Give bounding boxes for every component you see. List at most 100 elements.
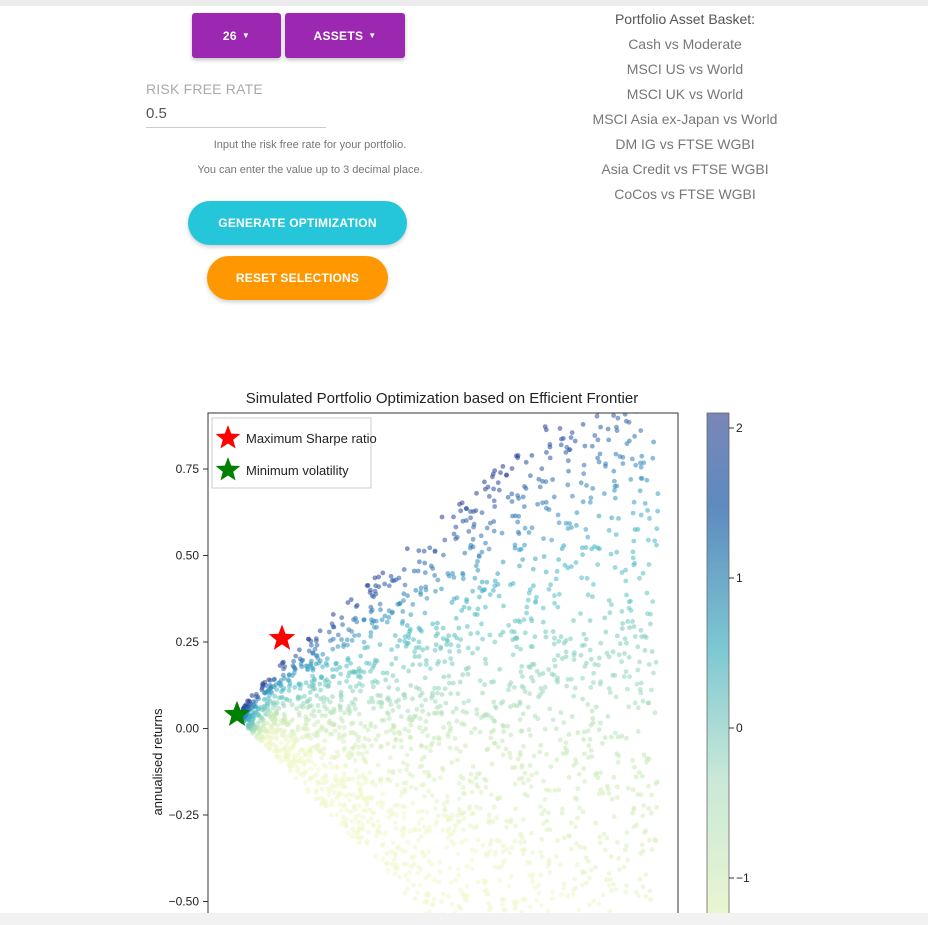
scatter-point (623, 567, 628, 573)
scatter-point (330, 646, 336, 652)
scatter-point (432, 647, 438, 653)
scatter-point (361, 808, 367, 813)
scatter-point (384, 710, 390, 716)
scatter-point (355, 781, 361, 786)
scatter-point (373, 724, 378, 730)
scatter-point (324, 779, 330, 784)
scatter-point (616, 855, 621, 861)
scatter-point (649, 792, 654, 798)
scatter-point (630, 549, 636, 555)
scatter-point (495, 480, 501, 486)
asset-basket-item: Asia Credit vs FTSE WGBI (601, 161, 769, 177)
scatter-point (540, 689, 546, 694)
scatter-point (529, 525, 535, 531)
scatter-point (278, 682, 284, 688)
scatter-point (353, 731, 359, 737)
scatter-point (654, 526, 660, 532)
scatter-point (274, 700, 280, 706)
scatter-point (449, 600, 455, 605)
scatter-point (400, 609, 406, 614)
scatter-point (353, 814, 359, 820)
scatter-point (384, 851, 390, 857)
scatter-point (281, 676, 287, 681)
scatter-point (417, 827, 422, 833)
scatter-point (585, 702, 591, 707)
scatter-point (536, 890, 542, 896)
scatter-point (364, 660, 369, 666)
scatter-point (404, 546, 410, 552)
scatter-point (349, 638, 355, 643)
scatter-point (399, 744, 404, 750)
scatter-point (573, 560, 579, 565)
scatter-point (361, 755, 367, 761)
scatter-point (500, 699, 506, 705)
scatter-point (317, 681, 323, 687)
scatter-point (617, 867, 622, 872)
scatter-point (533, 598, 539, 604)
scatter-point (353, 758, 358, 763)
scatter-point (446, 573, 452, 579)
scatter-point (552, 657, 557, 663)
scatter-point (646, 806, 652, 811)
scatter-point (460, 572, 466, 578)
scatter-point (517, 701, 523, 707)
scatter-point (314, 642, 320, 648)
scatter-point (554, 854, 559, 859)
scatter-point (563, 654, 569, 660)
scatter-point (432, 877, 437, 883)
scatter-point (551, 641, 557, 647)
scatter-point (600, 741, 605, 746)
scatter-point (596, 459, 602, 465)
scatter-point (427, 909, 432, 914)
scatter-point (406, 728, 412, 734)
scatter-point (425, 769, 431, 775)
scatter-point (295, 694, 301, 699)
scatter-point (375, 692, 381, 698)
scatter-point (369, 607, 375, 613)
scatter-point (462, 550, 468, 556)
scatter-point (649, 649, 655, 654)
scatter-point (565, 677, 571, 682)
scatter-point (356, 711, 362, 717)
assets-dropdown[interactable]: ASSETS ▼ (285, 13, 405, 58)
scatter-point (380, 856, 386, 862)
scatter-point (552, 600, 557, 606)
scatter-point (523, 486, 529, 491)
scatter-point (574, 523, 579, 528)
scatter-point (337, 665, 343, 670)
scatter-point (546, 667, 551, 672)
scatter-point (537, 749, 543, 755)
scatter-point (410, 717, 415, 723)
scatter-point (313, 790, 319, 795)
scatter-point (477, 729, 483, 735)
scatter-point (411, 854, 417, 859)
scatter-point (539, 836, 545, 842)
scatter-point (436, 659, 441, 664)
scatter-point (652, 837, 657, 842)
scatter-point (274, 736, 279, 741)
scatter-point (588, 495, 594, 501)
scatter-point (486, 812, 492, 818)
scatter-point (352, 803, 357, 809)
scatter-point (393, 826, 399, 831)
scatter-point (585, 534, 591, 540)
scatter-point (349, 629, 354, 634)
scatter-point (590, 720, 596, 726)
risk-free-rate-input[interactable] (146, 99, 326, 128)
scatter-point (559, 892, 564, 897)
scatter-point (323, 727, 329, 733)
scatter-point (474, 824, 480, 829)
scatter-point (423, 587, 429, 593)
scatter-point (403, 873, 408, 878)
reset-selections-button[interactable]: RESET SELECTIONS (207, 256, 388, 300)
scatter-point (561, 720, 567, 725)
scatter-point (544, 827, 550, 833)
scatter-point (654, 542, 659, 548)
scatter-point (281, 686, 287, 691)
scatter-point (346, 755, 352, 761)
scatter-point (403, 643, 409, 649)
generate-optimization-button[interactable]: GENERATE OPTIMIZATION (188, 201, 407, 245)
scatter-point (582, 869, 588, 875)
portfolio-count-dropdown[interactable]: 26 ▼ (192, 13, 281, 58)
scatter-point (637, 876, 643, 882)
